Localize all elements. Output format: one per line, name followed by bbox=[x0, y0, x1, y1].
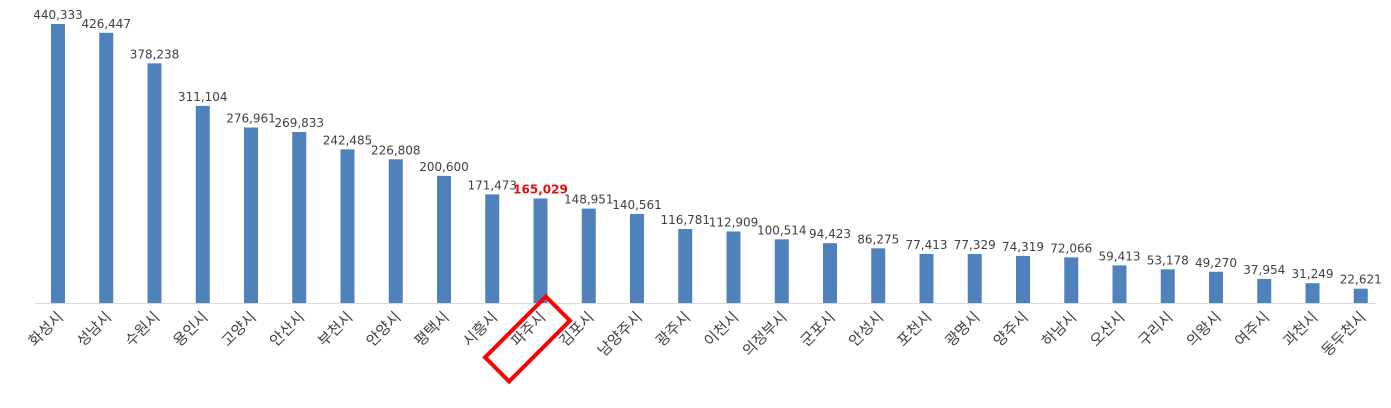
bar-13 bbox=[630, 213, 644, 303]
category-label-8: 안양시 bbox=[363, 308, 405, 350]
bar-10 bbox=[485, 194, 500, 303]
category-label-20: 광명시 bbox=[942, 308, 984, 350]
value-label-22: 72,066 bbox=[1050, 241, 1092, 255]
category-label-19: 포천시 bbox=[893, 308, 935, 350]
value-label-2: 426,447 bbox=[81, 17, 131, 31]
bar-27 bbox=[1305, 283, 1320, 303]
category-label-4: 용인시 bbox=[170, 308, 212, 350]
bar-16 bbox=[774, 239, 789, 303]
category-label-7: 부천시 bbox=[314, 308, 356, 350]
value-label-27: 31,249 bbox=[1292, 267, 1334, 281]
value-label-18: 86,275 bbox=[857, 232, 899, 246]
value-label-28: 22,621 bbox=[1340, 273, 1382, 287]
highlight-box bbox=[482, 293, 573, 385]
bar-20 bbox=[967, 254, 982, 303]
value-label-17: 94,423 bbox=[809, 227, 851, 241]
bar-7 bbox=[340, 149, 355, 303]
value-label-15: 112,909 bbox=[709, 215, 759, 229]
category-label-6: 안산시 bbox=[266, 308, 308, 350]
value-label-7: 242,485 bbox=[323, 133, 373, 147]
value-label-1: 440,333 bbox=[33, 8, 83, 22]
category-label-28: 동두천시 bbox=[1318, 308, 1370, 360]
category-label-13: 남양주시 bbox=[594, 308, 646, 360]
value-label-3: 378,238 bbox=[130, 47, 180, 61]
bar-28 bbox=[1353, 288, 1368, 303]
bar-15 bbox=[726, 231, 741, 303]
value-label-19: 77,413 bbox=[906, 238, 948, 252]
category-label-10: 시흥시 bbox=[459, 308, 501, 350]
bar-2 bbox=[99, 32, 114, 304]
category-label-3: 수원시 bbox=[121, 308, 163, 350]
value-label-8: 226,808 bbox=[371, 143, 421, 157]
value-label-13: 140,561 bbox=[612, 198, 662, 212]
bar-1 bbox=[51, 24, 65, 303]
bar-8 bbox=[388, 159, 403, 303]
bar-21 bbox=[1016, 255, 1030, 303]
value-label-14: 116,781 bbox=[660, 213, 710, 227]
category-label-18: 안성시 bbox=[845, 308, 887, 350]
value-label-10: 171,473 bbox=[467, 178, 517, 192]
bar-26 bbox=[1257, 278, 1272, 303]
bar-24 bbox=[1160, 269, 1175, 303]
bar-3 bbox=[147, 63, 162, 304]
value-label-21: 74,319 bbox=[1002, 240, 1044, 254]
category-label-26: 여주시 bbox=[1231, 308, 1273, 350]
value-label-12: 148,951 bbox=[564, 193, 614, 207]
value-label-24: 53,178 bbox=[1147, 253, 1189, 267]
bar-4 bbox=[195, 105, 210, 303]
bar-11 bbox=[533, 198, 548, 303]
bar-23 bbox=[1112, 265, 1127, 303]
value-label-26: 37,954 bbox=[1243, 263, 1285, 277]
value-label-5: 276,961 bbox=[226, 112, 276, 126]
category-label-21: 양주시 bbox=[990, 308, 1032, 350]
category-label-5: 고양시 bbox=[218, 308, 260, 350]
category-label-24: 구리시 bbox=[1135, 308, 1177, 350]
value-label-16: 100,514 bbox=[757, 223, 807, 237]
category-label-25: 의왕시 bbox=[1183, 308, 1225, 350]
category-label-2: 성남시 bbox=[73, 308, 115, 350]
value-label-9: 200,600 bbox=[419, 160, 469, 174]
bar-25 bbox=[1209, 271, 1223, 303]
category-label-15: 이천시 bbox=[700, 308, 742, 350]
value-label-20: 77,329 bbox=[954, 238, 996, 252]
category-label-9: 평택시 bbox=[411, 308, 453, 350]
bar-14 bbox=[678, 229, 693, 303]
category-label-16: 의정부시 bbox=[739, 308, 791, 360]
bar-9 bbox=[437, 175, 451, 303]
bar-22 bbox=[1064, 257, 1079, 303]
value-label-23: 59,413 bbox=[1099, 249, 1141, 263]
category-label-1: 화성시 bbox=[25, 308, 67, 350]
value-label-4: 311,104 bbox=[178, 90, 228, 104]
bar-12 bbox=[581, 208, 596, 303]
value-label-25: 49,270 bbox=[1195, 256, 1237, 270]
category-label-22: 하남시 bbox=[1038, 308, 1080, 350]
bars-group bbox=[51, 24, 1368, 304]
category-label-27: 과천시 bbox=[1279, 308, 1321, 350]
bar-19 bbox=[919, 253, 934, 303]
category-label-17: 군포시 bbox=[797, 308, 839, 350]
category-label-14: 광주시 bbox=[652, 308, 694, 350]
bar-18 bbox=[871, 248, 886, 303]
category-label-23: 오산시 bbox=[1086, 308, 1128, 350]
value-label-6: 269,833 bbox=[274, 116, 324, 130]
category-labels-group: 화성시 성남시 수원시 용인시 고양시 안산시 부천시 안양시 평택시 시흥시 파주시 김포시남양주시… bbox=[25, 308, 1370, 360]
bar-6 bbox=[292, 132, 307, 303]
value-label-11: 165,029 bbox=[513, 182, 568, 196]
bar-17 bbox=[823, 243, 837, 303]
bar-5 bbox=[244, 127, 258, 303]
